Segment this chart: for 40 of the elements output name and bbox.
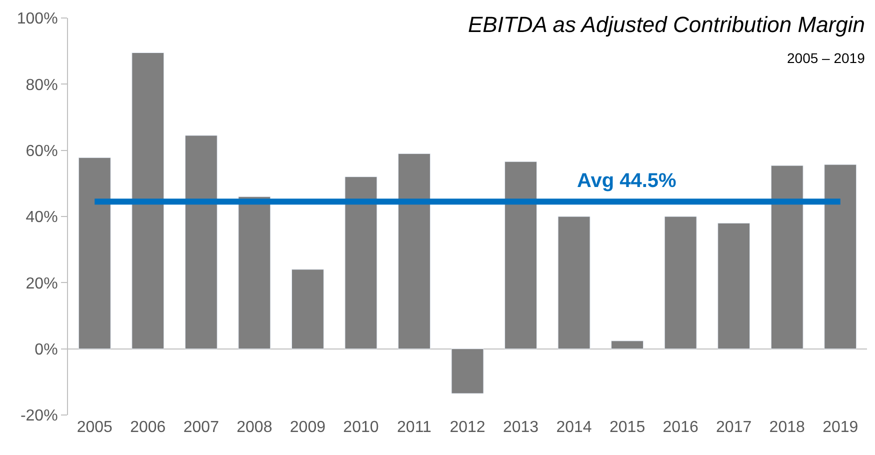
bar: [451, 348, 484, 394]
y-tick-label: -20%: [20, 408, 58, 425]
bar: [184, 135, 218, 350]
bar: [132, 52, 164, 350]
x-tick-label: 2005: [76, 419, 113, 436]
bar: [504, 161, 537, 350]
bar: [664, 216, 697, 350]
bar: [78, 157, 111, 350]
bar: [238, 196, 271, 350]
x-tick-label: 2018: [769, 419, 805, 436]
x-tick-label: 2015: [610, 419, 646, 436]
x-tick-label: 2013: [502, 419, 539, 436]
bar: [558, 216, 590, 350]
y-tick-label: 0%: [34, 341, 58, 358]
bar: [291, 269, 324, 350]
x-tick-label: 2014: [556, 419, 592, 436]
bar: [344, 176, 378, 350]
y-tick-label: 40%: [26, 209, 58, 226]
x-tick-label: 2008: [236, 419, 272, 436]
x-tick-label: 2011: [397, 419, 432, 436]
y-tick-label: 100%: [16, 10, 58, 28]
x-tick-label: 2007: [183, 419, 220, 436]
chart-title: EBITDA as Adjusted Contribution Margin: [468, 12, 865, 37]
x-tick-label: 2016: [662, 419, 698, 436]
y-tick-label: 80%: [26, 76, 58, 94]
x-tick-label: 2019: [822, 419, 858, 436]
x-tick-label: 2010: [343, 419, 379, 436]
bar: [398, 153, 430, 350]
bar: [611, 340, 644, 350]
bar: [718, 222, 750, 350]
text: 2005 – 2019: [787, 50, 866, 66]
ref-line-label: Avg 44.5%: [577, 170, 677, 192]
x-tick-label: 2009: [290, 419, 326, 436]
x-tick-label: 2006: [130, 419, 166, 436]
x-tick-label: 2012: [450, 419, 486, 436]
y-tick-label: 60%: [26, 142, 58, 160]
y-tick-label: 20%: [26, 275, 58, 292]
x-tick-label: 2017: [716, 419, 752, 436]
bar: [770, 165, 804, 350]
bar: [824, 164, 857, 350]
